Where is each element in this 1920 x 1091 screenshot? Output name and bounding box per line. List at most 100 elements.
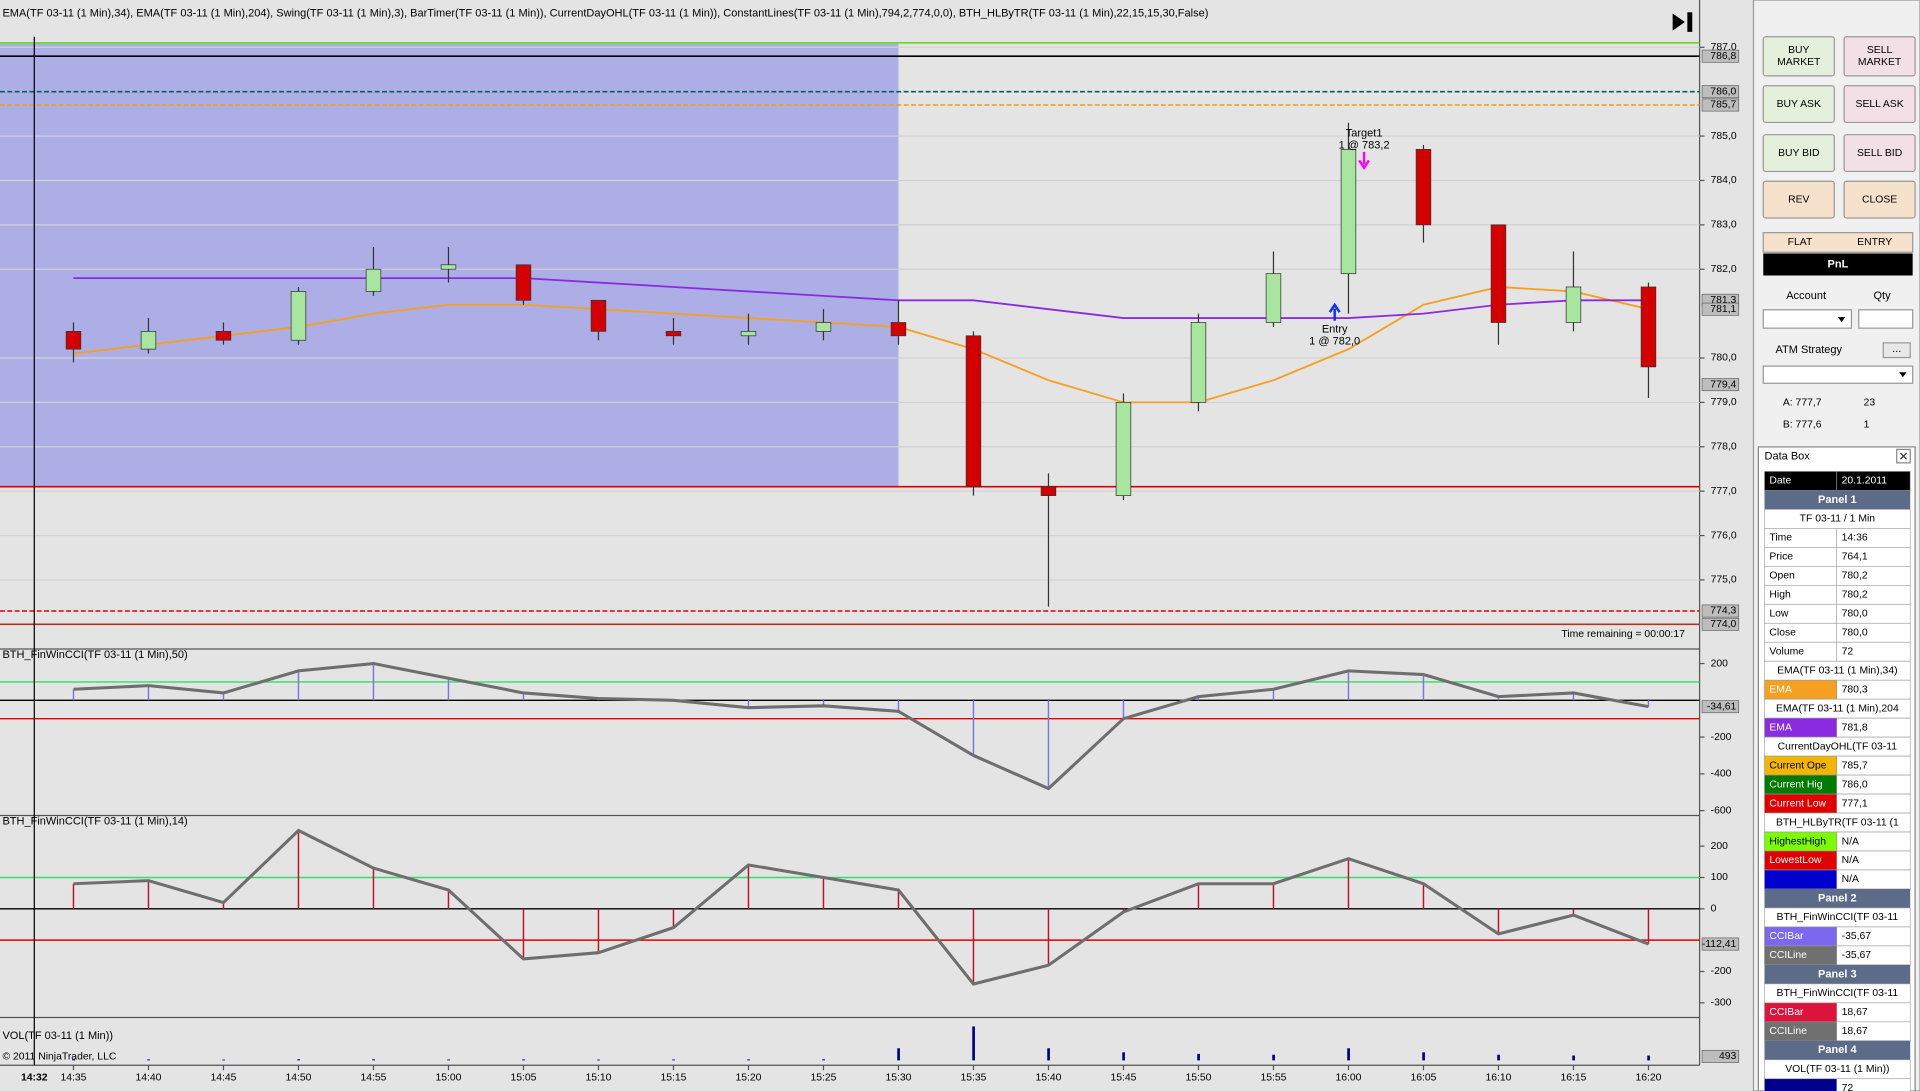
flat-label[interactable]: FLAT [1788,237,1813,248]
data-row-label: Low [1769,609,1789,620]
scroll-end-icon[interactable] [1672,12,1693,32]
y-tick-label: 780,0 [1711,353,1737,364]
candle-body [740,331,757,337]
data-row-label: Date [1769,476,1791,487]
data-row-label: Volume [1769,646,1804,657]
price-tag [1701,1049,1740,1063]
x-tick-label: 15:10 [585,1072,611,1083]
x-tick-label: 15:05 [510,1072,536,1083]
price-tag [1701,378,1740,392]
entry-label[interactable]: ENTRY [1857,237,1892,248]
order-button[interactable] [1762,85,1835,124]
volume-bar [297,1059,300,1061]
qty-input[interactable] [1858,309,1914,329]
panel-header [1764,888,1911,908]
order-button-label[interactable]: BUY ASK [1777,99,1821,110]
x-tick-label: 15:30 [885,1072,911,1083]
volume-bar [1497,1054,1500,1061]
bid-label: B: 777,6 [1783,420,1822,431]
panel-header-label: Panel 3 [1818,968,1857,980]
y-tick-label: 200 [1711,841,1729,852]
candle-body [1040,486,1057,496]
x-tick-label: 15:50 [1185,1072,1211,1083]
data-row-value: 785,7 [1842,760,1868,771]
volume-bar [747,1059,750,1061]
data-row-label: Price [1769,552,1793,563]
order-button-label[interactable]: SELL ASK [1856,99,1904,110]
candle-body [365,268,382,292]
target-label: Target1 [1346,127,1383,139]
data-row-label: CCILine [1769,1026,1807,1037]
order-button-label[interactable]: REV [1788,194,1809,205]
order-button-label[interactable]: MARKET [1777,57,1821,68]
ema-line [73,277,1649,319]
data-row-value: 780,0 [1842,609,1868,620]
order-button[interactable] [1843,180,1916,219]
price-tag [1701,98,1740,112]
panel-header-label: Panel 4 [1818,1044,1857,1056]
order-button-label[interactable]: CLOSE [1862,194,1897,205]
data-row-label: High [1769,590,1791,601]
order-button[interactable] [1762,180,1835,219]
data-row-label: HighestHigh [1769,836,1826,847]
data-row-value: 72 [1842,1083,1854,1091]
group-header-label: EMA(TF 03-11 (1 Min),34) [1777,665,1897,676]
cursor-time: 14:32 [21,1072,48,1083]
price-tag-label: 493 [1719,1051,1737,1062]
y-tick-label: 775,0 [1711,575,1737,586]
volume-bar [72,1059,75,1061]
account-select[interactable] [1762,309,1853,329]
volume-bar [1122,1052,1125,1061]
y-tick-label: 200 [1711,658,1729,669]
order-button[interactable] [1843,85,1916,124]
data-row-value: 780,3 [1842,684,1868,695]
candle-body [440,264,457,270]
data-row-value: -35,67 [1842,931,1872,942]
x-tick-label: 15:40 [1035,1072,1061,1083]
order-button[interactable] [1762,134,1835,173]
candle-body [1415,149,1432,226]
data-row-value: N/A [1842,874,1859,885]
price-tag-label: 786,8 [1710,51,1736,62]
flat-entry-bar [1762,232,1914,253]
order-button-label[interactable]: SELL [1867,45,1893,56]
data-row-value: 72 [1842,646,1854,657]
atm-label: ATM Strategy [1776,344,1843,356]
atm-more[interactable] [1882,342,1911,359]
dropdown-arrow [1899,372,1907,378]
order-button-label[interactable]: BUY [1788,45,1809,56]
volume-bar [1422,1052,1425,1061]
order-button[interactable] [1843,134,1916,173]
data-box-title: Data Box [1764,451,1810,463]
panel-header [1764,1040,1911,1060]
order-button-label[interactable]: MARKET [1858,57,1902,68]
candle-body [515,264,532,301]
price-tag-label: 781,3 [1710,295,1736,306]
x-tick-label: 14:45 [210,1072,236,1083]
target-fill: 1 @ 783,2 [1339,140,1390,152]
entry-fill: 1 @ 782,0 [1309,336,1360,348]
order-button-label[interactable]: BUY BID [1778,148,1819,159]
volume-bar [1572,1055,1575,1061]
x-tick-label: 14:40 [135,1072,161,1083]
order-button[interactable] [1762,36,1835,77]
price-tag-label: 774,3 [1710,606,1736,617]
candle-body [65,331,82,350]
entry-arrow [1328,302,1341,321]
y-tick-label: 787,0 [1711,42,1737,53]
cci-line [73,828,1650,986]
x-tick-label: 15:00 [435,1072,461,1083]
atm-more-label[interactable]: ... [1892,343,1901,355]
order-button[interactable] [1843,36,1916,77]
x-tick-label: 16:15 [1560,1072,1586,1083]
volume-bar [1047,1048,1050,1061]
volume-bar [1347,1048,1350,1061]
data-row-label: EMA [1769,684,1792,695]
candle-body [590,299,607,332]
order-button-label[interactable]: SELL BID [1857,148,1902,159]
price-tag-label: 779,4 [1710,379,1736,390]
atm-select[interactable] [1762,365,1914,384]
candle-body [1565,286,1582,323]
group-header-label: BTH_FinWinCCI(TF 03-11 [1777,912,1899,923]
